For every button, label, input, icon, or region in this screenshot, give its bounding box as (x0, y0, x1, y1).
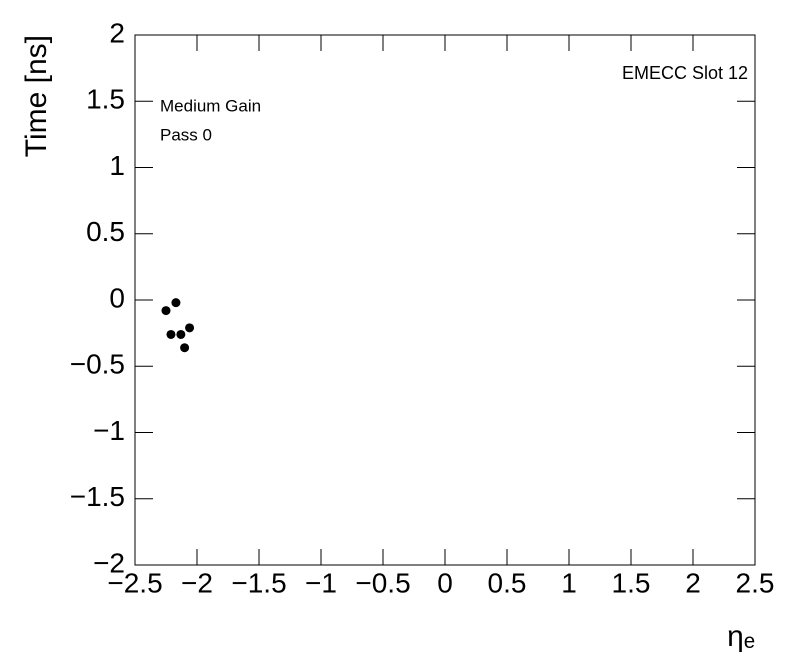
x-tick-label: 2 (685, 567, 701, 598)
annotation: Medium Gain (160, 96, 261, 115)
y-tick-label: 0 (109, 282, 125, 313)
y-tick-label: −1 (93, 415, 125, 446)
point (180, 343, 190, 353)
x-tick-label: 2.5 (736, 567, 775, 598)
x-tick-label: −2.5 (107, 567, 162, 598)
x-tick-label: −1 (305, 567, 337, 598)
point (166, 329, 176, 339)
y-tick-label: 1 (109, 150, 125, 181)
annotation: EMECC Slot 12 (622, 63, 748, 83)
point (185, 323, 195, 333)
x-tick-label: 1 (561, 567, 577, 598)
y-tick-label: −1.5 (70, 481, 125, 512)
y-tick-label: 2 (109, 17, 125, 48)
x-tick-label: 0 (437, 567, 453, 598)
y-tick-label: 0.5 (86, 216, 125, 247)
y-tick-label: 1.5 (86, 84, 125, 115)
y-tick-label: −2 (93, 547, 125, 578)
annotation: Pass 0 (160, 125, 212, 144)
x-tick-label: −1.5 (231, 567, 286, 598)
x-tick-label: −0.5 (355, 567, 410, 598)
x-tick-label: −2 (181, 567, 213, 598)
x-tick-label: 1.5 (612, 567, 651, 598)
y-tick-label: −0.5 (70, 349, 125, 380)
x-axis-label: ηₑ (727, 620, 755, 653)
x-tick-label: 0.5 (488, 567, 527, 598)
y-axis-label: Time [ns] (20, 35, 53, 157)
point (171, 298, 181, 308)
point (161, 306, 171, 316)
point (176, 329, 186, 339)
